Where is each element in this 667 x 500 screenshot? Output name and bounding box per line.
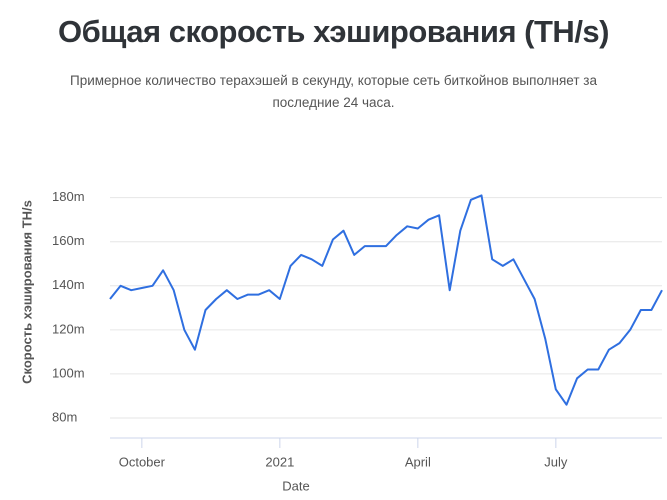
chart-title: Общая скорость хэширования (TH/s) <box>58 14 610 49</box>
y-tick-label: 140m <box>52 277 85 292</box>
x-tick-label: July <box>544 454 568 469</box>
x-tick-label: 2021 <box>265 454 294 469</box>
x-tick-label: October <box>119 454 166 469</box>
y-tick-label: 180m <box>52 189 85 204</box>
x-tick-label: April <box>405 454 431 469</box>
y-tick-label: 120m <box>52 321 85 336</box>
y-tick-label: 160m <box>52 233 85 248</box>
y-axis-label: Скорость хэширования TH/s <box>19 200 34 384</box>
line-series <box>109 194 663 406</box>
y-tick-label: 100m <box>52 365 85 380</box>
y-tick-label: 80m <box>52 409 77 424</box>
x-axis-label: Date <box>282 478 309 493</box>
chart-subtitle: Примерное количество терахэшей в секунду… <box>70 73 597 110</box>
